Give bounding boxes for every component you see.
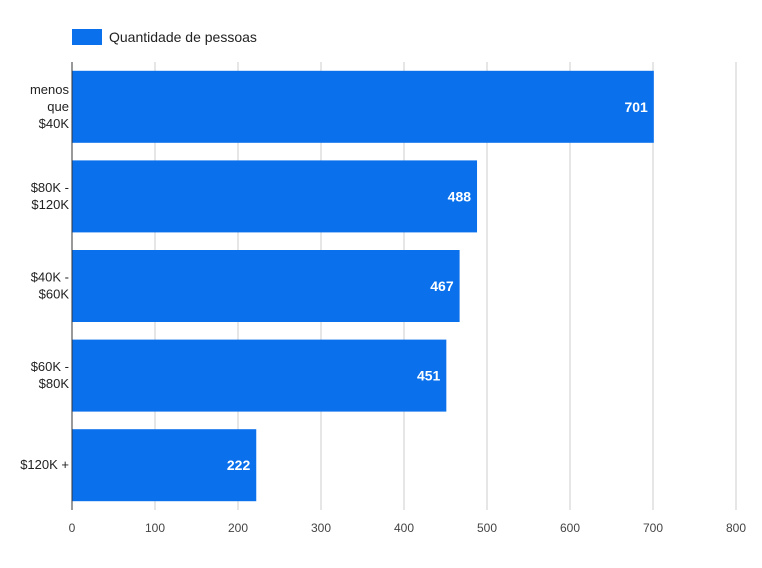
category-label: $80K -$120K (31, 180, 70, 212)
bar (72, 250, 460, 322)
category-labels: menos que $40K $80K -$120K $40K -$60K $60K -$… (20, 82, 69, 472)
x-tick-label: 100 (145, 521, 165, 535)
bar (72, 160, 478, 233)
legend-swatch (72, 29, 102, 45)
x-tick-label: 600 (560, 521, 580, 535)
bar (72, 70, 654, 143)
category-label: menos que $40K (30, 82, 70, 131)
x-tick-label: 500 (477, 521, 497, 535)
x-axis-ticks: 0 100 200 300 400 500 600 700 800 (69, 521, 747, 535)
data-label: 222 (227, 457, 251, 473)
legend-label: Quantidade de pessoas (109, 29, 257, 45)
bar (72, 429, 257, 502)
x-tick-label: 200 (228, 521, 248, 535)
bars: 701 488 467 451 222 (72, 70, 654, 502)
data-label: 451 (417, 368, 441, 384)
bar (72, 339, 447, 412)
category-label: $60K -$80K (31, 359, 70, 391)
data-label: 467 (430, 278, 454, 294)
data-label: 488 (448, 188, 472, 204)
category-label: $120K + (20, 457, 69, 472)
x-tick-label: 700 (643, 521, 663, 535)
x-tick-label: 300 (311, 521, 331, 535)
x-tick-label: 800 (726, 521, 746, 535)
data-label: 701 (624, 99, 648, 115)
x-tick-label: 0 (69, 521, 76, 535)
x-tick-label: 400 (394, 521, 414, 535)
legend: Quantidade de pessoas (72, 29, 257, 45)
category-label: $40K -$60K (31, 270, 70, 302)
